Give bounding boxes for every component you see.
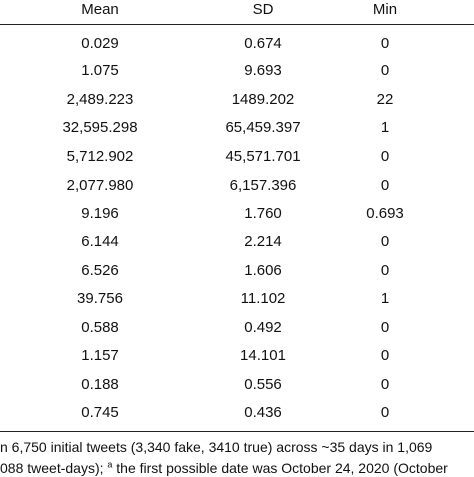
table-cell: 0	[380, 148, 390, 165]
footnote-text: the first possible date was October 24, …	[112, 460, 448, 476]
table-cell: 0.588	[81, 319, 119, 336]
header-rule	[0, 24, 474, 25]
table-cell: 0	[380, 404, 390, 421]
bottom-rule	[0, 431, 474, 432]
table-cell: 22	[376, 91, 394, 108]
table-cell: 1	[380, 119, 390, 136]
column-header: SD	[252, 1, 274, 18]
table-cell: 2,077.980	[66, 177, 134, 194]
table-cell: 1.760	[244, 205, 282, 222]
table-cell: 0.436	[244, 404, 282, 421]
column-header: Min	[372, 1, 398, 18]
table-cell: 6,157.396	[229, 177, 297, 194]
footnote-line: n 6,750 initial tweets (3,340 fake, 3410…	[0, 439, 433, 455]
table-cell: 0	[380, 319, 390, 336]
table-cell: 0	[380, 262, 390, 279]
table-cell: 45,571.701	[225, 148, 301, 165]
table-cell: 11.102	[240, 290, 286, 307]
table-cell: 0.556	[244, 376, 282, 393]
table-cell: 0	[380, 177, 390, 194]
table-cell: 65,459.397	[225, 119, 301, 136]
table-cell: 2.214	[244, 233, 282, 250]
table-cell: 1.606	[244, 262, 282, 279]
table-cell: 9.693	[244, 62, 282, 79]
table-cell: 0.745	[81, 404, 119, 421]
table-cell: 5,712.902	[66, 148, 134, 165]
table-cell: 39.756	[77, 290, 123, 307]
table-cell: 0.188	[81, 376, 119, 393]
table-cell: 0.693	[366, 205, 404, 222]
table-cell: 0	[380, 233, 390, 250]
table-cell: 32,595.298	[62, 119, 138, 136]
table-cell: 0.492	[244, 319, 282, 336]
table-cell: 1.075	[81, 62, 119, 79]
table-cell: 0	[380, 35, 390, 52]
table-cell: 0	[380, 62, 390, 79]
table-cell: 0.029	[81, 35, 119, 52]
footnote-text: 088 tweet-days);	[0, 460, 108, 476]
table-cell: 14.101	[240, 347, 286, 364]
table-cell: 1	[380, 290, 390, 307]
footnote-line: 088 tweet-days); a the first possible da…	[0, 459, 448, 477]
table-cell: 9.196	[81, 205, 119, 222]
table-cell: 0.674	[244, 35, 282, 52]
table-cell: 0	[380, 376, 390, 393]
table-cell: 0	[380, 347, 390, 364]
table-cell: 6.526	[81, 262, 119, 279]
column-header: Mean	[81, 1, 119, 18]
table-cell: 1489.202	[231, 91, 295, 108]
table-cell: 1.157	[81, 347, 119, 364]
table-cell: 6.144	[81, 233, 119, 250]
footnote-marker: a	[107, 459, 113, 470]
table-cell: 2,489.223	[66, 91, 134, 108]
